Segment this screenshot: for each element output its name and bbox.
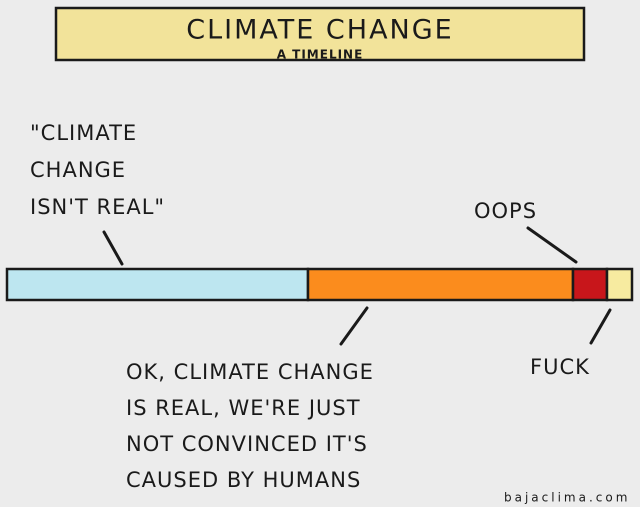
label-line: CHANGE xyxy=(30,158,126,182)
label-line: CAUSED BY HUMANS xyxy=(126,468,361,492)
leader-line xyxy=(339,306,369,346)
oops-segment xyxy=(571,267,609,302)
denial-segment xyxy=(5,267,310,302)
leader-line xyxy=(526,226,578,264)
end-segment xyxy=(605,267,634,302)
title-box xyxy=(54,6,586,62)
label-line: IS REAL, WE'RE JUST xyxy=(126,396,361,420)
title: CLIMATE CHANGE xyxy=(186,15,453,46)
leader-line xyxy=(589,308,612,345)
label-line: FUCK xyxy=(530,355,590,379)
label-line: "CLIMATE xyxy=(30,121,137,145)
label-line: OK, CLIMATE CHANGE xyxy=(126,360,374,384)
label-line: ISN'T REAL" xyxy=(30,195,165,219)
credit: bajaclima.com xyxy=(504,491,630,505)
label-line: OOPS xyxy=(474,199,537,223)
skeptic-segment xyxy=(306,267,575,302)
subtitle: A TIMELINE xyxy=(277,48,364,62)
label-line: NOT CONVINCED IT'S xyxy=(126,432,368,456)
leader-line xyxy=(102,230,124,266)
